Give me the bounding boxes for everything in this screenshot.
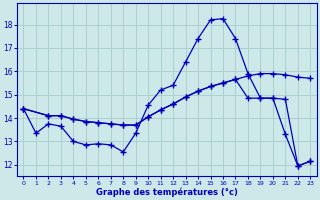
- X-axis label: Graphe des températures (°c): Graphe des températures (°c): [96, 187, 238, 197]
